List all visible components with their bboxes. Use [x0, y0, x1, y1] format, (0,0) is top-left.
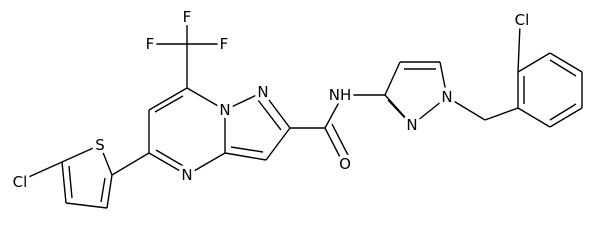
atom-label: Cl: [13, 173, 28, 191]
atom-label: F: [183, 8, 192, 26]
atom-label: F: [146, 35, 155, 53]
molecule-diagram: F F F N N N O NH N N Cl S Cl: [9, 5, 583, 209]
atom-label: N: [257, 83, 268, 101]
atom-label: O: [339, 155, 351, 173]
atom-label: N: [441, 88, 452, 106]
bonds: [21, 17, 583, 209]
atom-labels: F F F N N N O NH N N Cl S Cl: [9, 5, 533, 195]
atom-label: N: [219, 101, 230, 119]
atom-label: Cl: [515, 11, 530, 29]
atom-label: F: [220, 35, 229, 53]
atom-label: N: [406, 116, 417, 134]
atom-label: N: [181, 166, 192, 184]
atom-label: S: [95, 136, 105, 154]
atom-label: NH: [329, 86, 352, 104]
